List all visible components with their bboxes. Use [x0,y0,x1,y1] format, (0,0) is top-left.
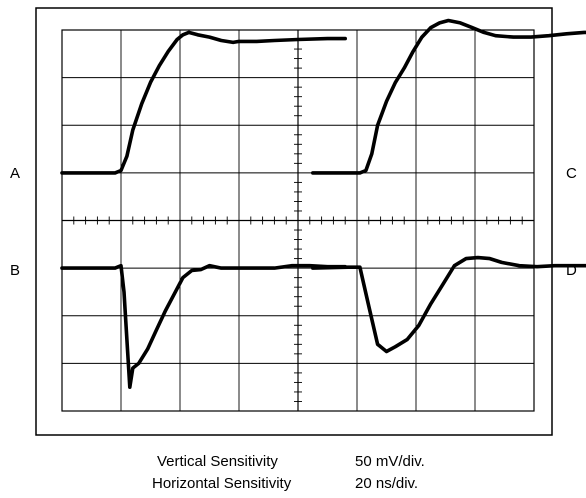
trace-label-b: B [10,262,20,279]
vertical-sensitivity-row: Vertical Sensitivity 50 mV/div. [0,453,586,473]
trace-a [60,30,348,175]
horizontal-sensitivity-value: 20 ns/div. [355,475,419,492]
horizontal-sensitivity-label: Horizontal Sensitivity [152,475,292,492]
horizontal-sensitivity-row: Horizontal Sensitivity 20 ns/div. [0,475,586,495]
scope-bezel [35,7,553,436]
graticule-grid [62,30,534,411]
trace-label-d: D [566,262,577,279]
graticule-ticks [73,39,523,402]
trace-b [60,263,348,390]
waveform-traces [60,18,586,390]
vertical-sensitivity-label: Vertical Sensitivity [157,453,278,470]
trace-d [310,255,586,354]
trace-label-a: A [10,165,20,182]
trace-label-c: C [566,165,577,182]
vertical-sensitivity-value: 50 mV/div. [355,453,425,470]
trace-c [310,18,586,175]
